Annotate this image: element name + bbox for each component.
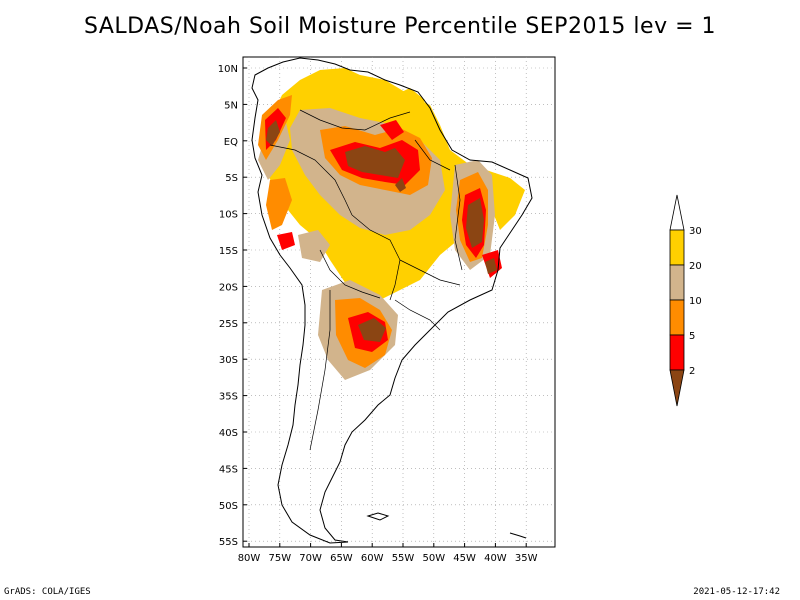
lat-label: 10N xyxy=(218,64,238,75)
colorbar-cap-top xyxy=(669,194,685,231)
falklands-outline xyxy=(366,512,390,521)
lat-axis: 10N 5N EQ 5S 10S 15S 20S 25S 30S 35S 40S 45S 50S 55S xyxy=(218,64,247,548)
colorbar-5-10 xyxy=(669,299,685,336)
footer-credit: GrADS: COLA/IGES xyxy=(4,587,91,597)
colorbar-label-30: 30 xyxy=(689,226,702,237)
island-outline xyxy=(509,532,527,539)
lat-label: 25S xyxy=(219,319,238,330)
lat-label: 15S xyxy=(219,246,238,257)
country-borders xyxy=(269,109,463,451)
colorbar-label-10: 10 xyxy=(689,296,702,307)
colorbar-label-2: 2 xyxy=(689,366,695,377)
lat-label: 10S xyxy=(219,210,238,221)
colorbar-label-5: 5 xyxy=(689,331,695,342)
lon-label: 40W xyxy=(484,553,507,564)
colorbar-20-30 xyxy=(669,229,685,266)
lon-label: 75W xyxy=(268,553,291,564)
percentile-fills xyxy=(258,68,525,380)
lat-label: 5S xyxy=(225,173,238,184)
lon-label: 80W xyxy=(238,553,261,564)
lon-label: 65W xyxy=(330,553,353,564)
lat-label: 55S xyxy=(219,537,238,548)
lat-label: 20S xyxy=(219,282,238,293)
colorbar-2-5 xyxy=(669,334,685,371)
lat-label: 30S xyxy=(219,355,238,366)
lon-label: 55W xyxy=(392,553,415,564)
south-america-outline xyxy=(251,57,533,544)
lat-label: 40S xyxy=(219,428,238,439)
colorbar-cap-bottom xyxy=(669,369,685,407)
lon-label: 50W xyxy=(422,553,445,564)
footer-timestamp: 2021-05-12-17:42 xyxy=(693,587,780,597)
colorbar-label-20: 20 xyxy=(689,261,702,272)
lat-label: 50S xyxy=(219,501,238,512)
lat-label: 45S xyxy=(219,464,238,475)
lon-label: 35W xyxy=(515,553,538,564)
colorbar: 30 20 10 5 2 xyxy=(669,194,702,407)
map-title: SALDAS/Noah Soil Moisture Percentile SEP… xyxy=(83,14,717,39)
colorbar-10-20 xyxy=(669,264,685,301)
lon-label: 45W xyxy=(453,553,476,564)
lat-label: 5N xyxy=(224,100,238,111)
lon-label: 60W xyxy=(361,553,384,564)
fill-below-2 xyxy=(266,120,497,342)
lon-axis: 80W 75W 70W 65W 60W 55W 50W 45W 40W 35W xyxy=(238,543,538,564)
lat-label: EQ xyxy=(224,137,238,148)
lon-label: 70W xyxy=(299,553,322,564)
lat-label: 35S xyxy=(219,392,238,403)
